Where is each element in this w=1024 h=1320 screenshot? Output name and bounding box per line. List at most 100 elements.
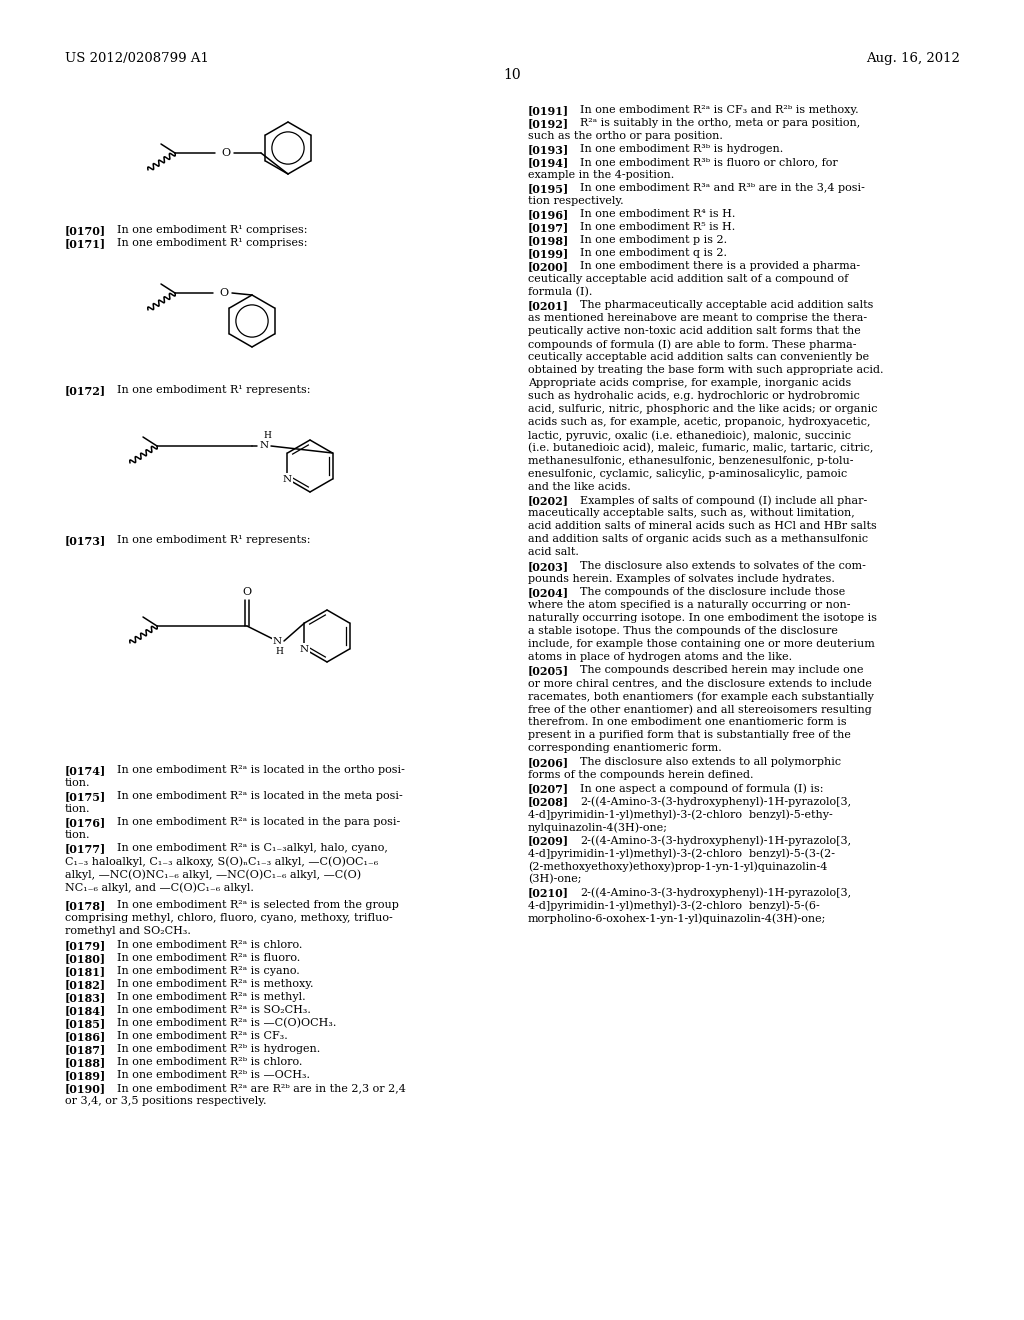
Text: pounds herein. Examples of solvates include hydrates.: pounds herein. Examples of solvates incl…: [528, 574, 835, 583]
Text: peutically active non-toxic acid addition salt forms that the: peutically active non-toxic acid additio…: [528, 326, 861, 337]
Text: tion.: tion.: [65, 777, 90, 788]
Text: enesulfonic, cyclamic, salicylic, p-aminosalicylic, pamoic: enesulfonic, cyclamic, salicylic, p-amin…: [528, 469, 847, 479]
Text: [0178]: [0178]: [65, 900, 106, 911]
Text: and the like acids.: and the like acids.: [528, 482, 631, 492]
Text: In one embodiment R⁵ is H.: In one embodiment R⁵ is H.: [580, 222, 735, 232]
Text: 4-d]pyrimidin-1-yl)methyl)-3-(2-chloro  benzyl)-5-(3-(2-: 4-d]pyrimidin-1-yl)methyl)-3-(2-chloro b…: [528, 847, 835, 858]
Text: [0194]: [0194]: [528, 157, 569, 168]
Text: [0196]: [0196]: [528, 209, 569, 220]
Text: [0203]: [0203]: [528, 561, 569, 572]
Text: In one embodiment R²ᵃ is cyano.: In one embodiment R²ᵃ is cyano.: [117, 966, 300, 975]
Text: [0190]: [0190]: [65, 1082, 106, 1094]
Text: [0208]: [0208]: [528, 796, 569, 807]
Text: 2-((4-Amino-3-(3-hydroxyphenyl)-1H-pyrazolo[3,: 2-((4-Amino-3-(3-hydroxyphenyl)-1H-pyraz…: [580, 836, 851, 846]
Text: racemates, both enantiomers (for example each substantially: racemates, both enantiomers (for example…: [528, 690, 873, 701]
Text: 4-d]pyrimidin-1-yl)methyl)-3-(2-chloro  benzyl)-5-(6-: 4-d]pyrimidin-1-yl)methyl)-3-(2-chloro b…: [528, 900, 820, 911]
Text: such as the ortho or para position.: such as the ortho or para position.: [528, 131, 723, 141]
Text: maceutically acceptable salts, such as, without limitation,: maceutically acceptable salts, such as, …: [528, 508, 855, 517]
Text: morpholino-6-oxohex-1-yn-1-yl)quinazolin-4(3H)-one;: morpholino-6-oxohex-1-yn-1-yl)quinazolin…: [528, 913, 826, 924]
Text: In one embodiment R²ᵇ is chloro.: In one embodiment R²ᵇ is chloro.: [117, 1057, 302, 1067]
Text: and addition salts of organic acids such as a methansulfonic: and addition salts of organic acids such…: [528, 535, 868, 544]
Text: (i.e. butanedioic acid), maleic, fumaric, malic, tartaric, citric,: (i.e. butanedioic acid), maleic, fumaric…: [528, 444, 873, 453]
Text: [0181]: [0181]: [65, 966, 106, 977]
Text: In one embodiment R¹ comprises:: In one embodiment R¹ comprises:: [117, 238, 307, 248]
Text: In one embodiment R²ᵃ is located in the ortho posi-: In one embodiment R²ᵃ is located in the …: [117, 766, 404, 775]
Text: formula (I).: formula (I).: [528, 286, 592, 297]
Text: [0207]: [0207]: [528, 783, 569, 795]
Text: Aug. 16, 2012: Aug. 16, 2012: [866, 51, 961, 65]
Text: In one embodiment R²ᵃ is —C(O)OCH₃.: In one embodiment R²ᵃ is —C(O)OCH₃.: [117, 1018, 336, 1028]
Text: [0187]: [0187]: [65, 1044, 106, 1055]
Text: methanesulfonic, ethanesulfonic, benzenesulfonic, p-tolu-: methanesulfonic, ethanesulfonic, benzene…: [528, 455, 853, 466]
Text: [0189]: [0189]: [65, 1071, 106, 1081]
Text: corresponding enantiomeric form.: corresponding enantiomeric form.: [528, 743, 722, 752]
Text: therefrom. In one embodiment one enantiomeric form is: therefrom. In one embodiment one enantio…: [528, 717, 847, 727]
Text: [0188]: [0188]: [65, 1057, 106, 1068]
Text: In one embodiment R³ᵇ is fluoro or chloro, for: In one embodiment R³ᵇ is fluoro or chlor…: [580, 157, 838, 168]
Text: ceutically acceptable acid addition salt of a compound of: ceutically acceptable acid addition salt…: [528, 275, 848, 284]
Text: [0184]: [0184]: [65, 1005, 106, 1016]
Text: [0201]: [0201]: [528, 300, 569, 312]
Text: In one aspect a compound of formula (I) is:: In one aspect a compound of formula (I) …: [580, 783, 823, 793]
Text: a stable isotope. Thus the compounds of the disclosure: a stable isotope. Thus the compounds of …: [528, 626, 838, 636]
Text: The compounds described herein may include one: The compounds described herein may inclu…: [580, 665, 863, 675]
Text: In one embodiment R⁴ is H.: In one embodiment R⁴ is H.: [580, 209, 735, 219]
Text: [0200]: [0200]: [528, 261, 569, 272]
Text: include, for example those containing one or more deuterium: include, for example those containing on…: [528, 639, 874, 649]
Text: obtained by treating the base form with such appropriate acid.: obtained by treating the base form with …: [528, 366, 884, 375]
Text: [0183]: [0183]: [65, 993, 106, 1003]
Text: In one embodiment R²ᵃ is fluoro.: In one embodiment R²ᵃ is fluoro.: [117, 953, 300, 964]
Text: The disclosure also extends to solvates of the com-: The disclosure also extends to solvates …: [580, 561, 866, 572]
Text: [0206]: [0206]: [528, 756, 569, 768]
Text: O: O: [221, 148, 230, 158]
Text: N: N: [272, 636, 282, 645]
Text: comprising methyl, chloro, fluoro, cyano, methoxy, trifluo-: comprising methyl, chloro, fluoro, cyano…: [65, 913, 393, 923]
Text: [0170]: [0170]: [65, 224, 106, 236]
Text: free of the other enantiomer) and all stereoisomers resulting: free of the other enantiomer) and all st…: [528, 704, 871, 714]
Text: [0210]: [0210]: [528, 887, 569, 898]
Text: O: O: [219, 288, 228, 298]
Text: In one embodiment R²ᵇ is —OCH₃.: In one embodiment R²ᵇ is —OCH₃.: [117, 1071, 310, 1080]
Text: In one embodiment p is 2.: In one embodiment p is 2.: [580, 235, 727, 246]
Text: or more chiral centres, and the disclosure extends to include: or more chiral centres, and the disclosu…: [528, 678, 871, 688]
Text: In one embodiment R²ᵃ is selected from the group: In one embodiment R²ᵃ is selected from t…: [117, 900, 399, 909]
Text: such as hydrohalic acids, e.g. hydrochloric or hydrobromic: such as hydrohalic acids, e.g. hydrochlo…: [528, 391, 860, 401]
Text: [0179]: [0179]: [65, 940, 106, 950]
Text: [0205]: [0205]: [528, 665, 569, 676]
Text: O: O: [243, 587, 252, 597]
Text: acid salt.: acid salt.: [528, 546, 579, 557]
Text: In one embodiment R²ᵃ are R²ᵇ are in the 2,3 or 2,4: In one embodiment R²ᵃ are R²ᵇ are in the…: [117, 1082, 406, 1093]
Text: [0175]: [0175]: [65, 791, 106, 803]
Text: In one embodiment R¹ represents:: In one embodiment R¹ represents:: [117, 535, 310, 545]
Text: In one embodiment R³ᵇ is hydrogen.: In one embodiment R³ᵇ is hydrogen.: [580, 144, 783, 154]
Text: present in a purified form that is substantially free of the: present in a purified form that is subst…: [528, 730, 851, 741]
Text: In one embodiment R²ᵃ is located in the meta posi-: In one embodiment R²ᵃ is located in the …: [117, 791, 402, 801]
Text: In one embodiment R²ᵃ is located in the para posi-: In one embodiment R²ᵃ is located in the …: [117, 817, 400, 828]
Text: H: H: [263, 432, 271, 441]
Text: forms of the compounds herein defined.: forms of the compounds herein defined.: [528, 770, 754, 780]
Text: or 3,4, or 3,5 positions respectively.: or 3,4, or 3,5 positions respectively.: [65, 1096, 266, 1106]
Text: tion.: tion.: [65, 804, 90, 814]
Text: In one embodiment q is 2.: In one embodiment q is 2.: [580, 248, 727, 257]
Text: 2-((4-Amino-3-(3-hydroxyphenyl)-1H-pyrazolo[3,: 2-((4-Amino-3-(3-hydroxyphenyl)-1H-pyraz…: [580, 887, 851, 898]
Text: ceutically acceptable acid addition salts can conveniently be: ceutically acceptable acid addition salt…: [528, 352, 869, 362]
Text: [0182]: [0182]: [65, 979, 106, 990]
Text: The pharmaceutically acceptable acid addition salts: The pharmaceutically acceptable acid add…: [580, 300, 873, 310]
Text: The compounds of the disclosure include those: The compounds of the disclosure include …: [580, 587, 845, 597]
Text: In one embodiment there is a provided a pharma-: In one embodiment there is a provided a …: [580, 261, 860, 271]
Text: 4-d]pyrimidin-1-yl)methyl)-3-(2-chloro  benzyl)-5-ethy-: 4-d]pyrimidin-1-yl)methyl)-3-(2-chloro b…: [528, 809, 833, 820]
Text: [0193]: [0193]: [528, 144, 569, 154]
Text: tion.: tion.: [65, 830, 90, 840]
Text: [0209]: [0209]: [528, 836, 569, 846]
Text: In one embodiment R²ᵃ is methoxy.: In one embodiment R²ᵃ is methoxy.: [117, 979, 313, 989]
Text: acids such as, for example, acetic, propanoic, hydroxyacetic,: acids such as, for example, acetic, prop…: [528, 417, 870, 426]
Text: [0191]: [0191]: [528, 106, 569, 116]
Text: [0204]: [0204]: [528, 587, 569, 598]
Text: [0180]: [0180]: [65, 953, 106, 964]
Text: In one embodiment R²ᵃ is C₁₋₃alkyl, halo, cyano,: In one embodiment R²ᵃ is C₁₋₃alkyl, halo…: [117, 843, 388, 853]
Text: [0173]: [0173]: [65, 535, 106, 546]
Text: (2-methoxyethoxy)ethoxy)prop-1-yn-1-yl)quinazolin-4: (2-methoxyethoxy)ethoxy)prop-1-yn-1-yl)q…: [528, 861, 827, 871]
Text: Appropriate acids comprise, for example, inorganic acids: Appropriate acids comprise, for example,…: [528, 378, 851, 388]
Text: In one embodiment R²ᵃ is SO₂CH₃.: In one embodiment R²ᵃ is SO₂CH₃.: [117, 1005, 311, 1015]
Text: romethyl and SO₂CH₃.: romethyl and SO₂CH₃.: [65, 927, 190, 936]
